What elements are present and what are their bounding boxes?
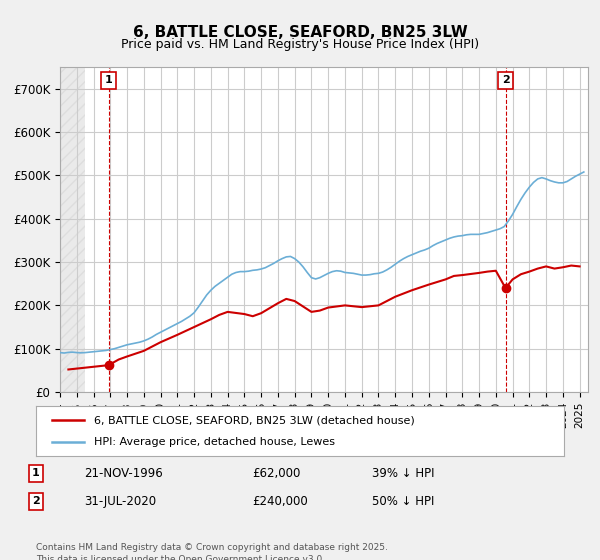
Text: 2: 2 — [32, 496, 40, 506]
Text: £62,000: £62,000 — [252, 466, 301, 480]
Text: 21-NOV-1996: 21-NOV-1996 — [84, 466, 163, 480]
Text: 39% ↓ HPI: 39% ↓ HPI — [372, 466, 434, 480]
Text: 50% ↓ HPI: 50% ↓ HPI — [372, 494, 434, 508]
Text: 6, BATTLE CLOSE, SEAFORD, BN25 3LW: 6, BATTLE CLOSE, SEAFORD, BN25 3LW — [133, 25, 467, 40]
Text: 6, BATTLE CLOSE, SEAFORD, BN25 3LW (detached house): 6, BATTLE CLOSE, SEAFORD, BN25 3LW (deta… — [94, 415, 415, 425]
Text: Price paid vs. HM Land Registry's House Price Index (HPI): Price paid vs. HM Land Registry's House … — [121, 38, 479, 51]
Text: 1: 1 — [32, 468, 40, 478]
Text: 31-JUL-2020: 31-JUL-2020 — [84, 494, 156, 508]
Text: 1: 1 — [105, 75, 112, 85]
Text: HPI: Average price, detached house, Lewes: HPI: Average price, detached house, Lewe… — [94, 437, 335, 447]
Bar — [60, 67, 85, 392]
Text: 2: 2 — [502, 75, 509, 85]
Text: Contains HM Land Registry data © Crown copyright and database right 2025.
This d: Contains HM Land Registry data © Crown c… — [36, 543, 388, 560]
Text: £240,000: £240,000 — [252, 494, 308, 508]
